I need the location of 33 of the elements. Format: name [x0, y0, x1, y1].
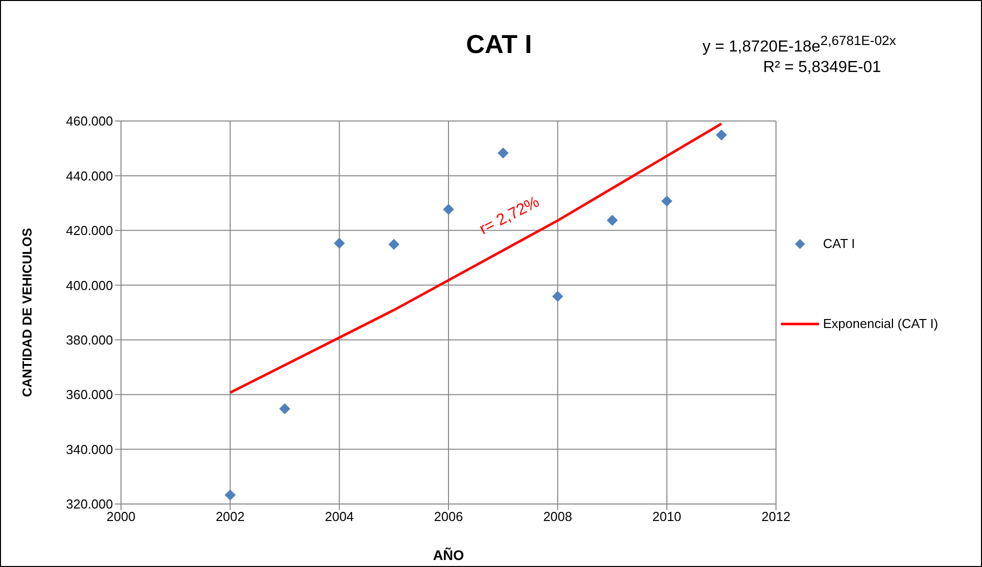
point [279, 403, 290, 414]
x-tick-label: 2006 [434, 509, 463, 524]
x-tick-label: 2008 [543, 509, 572, 524]
point [388, 238, 400, 250]
point [552, 290, 564, 302]
y-tick-label: 360.000 [66, 387, 113, 402]
y-tick-label: 380.000 [66, 332, 113, 348]
y-tick-label: 400.000 [66, 278, 113, 293]
y-tick-label: 320.000 [66, 496, 113, 512]
line-series [228, 122, 723, 394]
legend-label: CAT I [823, 236, 856, 251]
y-axis-title: CANTIDAD DE VEHICULOS [20, 228, 35, 398]
text: R² = 5,8349E-01 [763, 59, 881, 77]
x-tick-label: 2010 [652, 509, 682, 524]
legend-label: Exponencial (CAT I) [823, 316, 938, 331]
x-axis-title: AÑO [432, 547, 464, 563]
x-tick-label: 2002 [216, 509, 245, 524]
y-tick-label: 460.000 [66, 114, 113, 129]
y-tick-label: 440.000 [66, 168, 113, 184]
text: y = 1,8720E-18e$^{2,6781E-02x}$ [702, 33, 896, 56]
point [716, 129, 727, 140]
y-tick-label: 340.000 [66, 442, 113, 457]
chart-title: CAT I [466, 29, 532, 59]
point [224, 489, 236, 500]
point [334, 238, 345, 249]
x-tick-label: 2012 [762, 509, 790, 524]
x-tick-label: 2004 [324, 509, 354, 524]
point [443, 204, 454, 215]
point [606, 214, 618, 226]
point [661, 196, 672, 207]
x-tick-label: 2000 [106, 509, 136, 524]
point [498, 148, 509, 159]
y-tick-label: 420.000 [66, 223, 113, 238]
